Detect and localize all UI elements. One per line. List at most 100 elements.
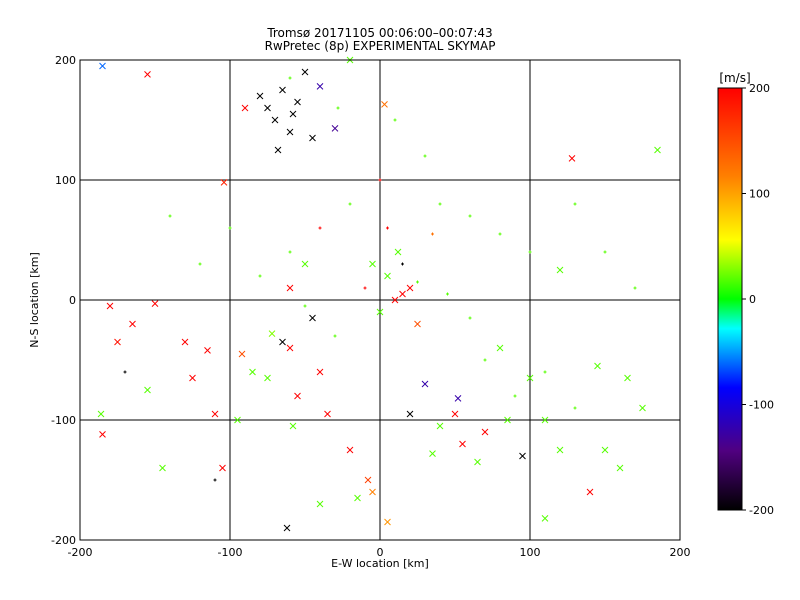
data-point-plus [333,334,337,338]
data-point-plus [288,250,292,254]
data-point-x [639,404,646,412]
data-point-plus [378,178,382,182]
data-point-x [594,362,601,370]
data-point-x [279,86,286,94]
y-axis-label: N-S location [km] [28,252,41,348]
data-point-x [99,431,106,438]
colorbar: [m/s] 200 100 0 -100 -200 [717,71,774,517]
data-point-plus [303,304,307,308]
data-point-plus [386,226,389,230]
y-tick-label: 200 [55,54,76,67]
data-point-x [97,410,105,418]
x-tick-label: -200 [68,546,93,559]
data-point-plus [401,262,404,266]
y-tick-label: 0 [69,294,76,307]
data-point-x [541,515,549,522]
colorbar-tick-label: -200 [749,504,774,517]
y-tick-labels: -200 -100 0 100 200 [51,54,76,547]
data-point-plus [288,76,292,80]
data-point-x [376,308,384,316]
data-point-x [436,422,444,430]
y-tick-label: 100 [55,174,76,187]
data-point-x [309,314,316,322]
data-point-x [219,464,226,472]
data-point-x [264,104,271,112]
data-point-plus [416,280,419,284]
data-point-x [556,266,564,274]
data-point-x [144,71,151,78]
colorbar-tick-label: -100 [749,399,774,412]
data-point-x [129,320,136,328]
data-point-plus [528,250,532,254]
data-point-x [274,146,282,154]
data-point-x [406,284,414,292]
data-point-x [144,386,151,394]
data-point-plus [573,406,577,410]
data-point-plus [513,394,517,398]
colorbar-tick-label: 100 [749,188,770,201]
data-point-plus [543,370,547,374]
data-point-plus [438,202,442,206]
data-point-x [283,524,291,532]
colorbar-label: [m/s] [719,71,750,85]
data-point-plus [468,316,472,320]
data-point-x [654,146,661,154]
data-point-x [114,338,121,346]
data-point-plus [468,214,472,218]
data-point-plus [213,478,217,482]
x-tick-label: 200 [670,546,691,559]
data-point-x [568,155,576,162]
data-point-x [399,290,406,298]
data-point-x [294,392,301,400]
colorbar-tick-label: 0 [749,293,756,306]
data-point-plus [258,274,262,278]
data-point-x [249,368,256,376]
data-point-x [624,374,631,382]
data-point-x [586,488,594,496]
data-point-x [256,92,264,100]
data-point-x [220,179,228,186]
data-point-x [189,374,196,382]
x-tick-labels: -200 -100 0 100 200 [68,546,691,559]
data-point-plus [336,106,340,110]
x-tick-label: -100 [218,546,243,559]
data-point-plus [573,202,577,206]
data-point-x [106,302,114,310]
data-point-x [459,440,466,448]
data-point-x [496,344,504,352]
y-tick-label: -200 [51,534,76,547]
data-point-x [286,284,294,292]
x-tick-label: 0 [377,546,384,559]
data-point-x [316,500,324,508]
data-point-x [474,458,481,466]
data-point-x [451,410,459,418]
x-tick-label: 100 [520,546,541,559]
data-point-x [181,338,189,346]
data-point-plus [363,286,367,290]
data-point-x [331,125,339,132]
data-point-x [384,272,391,280]
data-point-plus [348,202,352,206]
data-point-x [234,416,241,424]
data-point-x [391,296,399,304]
data-point-x [481,428,489,436]
data-point-plus [633,286,637,290]
plot-grid [79,59,681,541]
data-point-plus [228,226,232,230]
data-point-x [369,488,376,496]
data-point-x [286,128,294,136]
data-point-x [99,62,106,70]
data-point-x [301,68,309,76]
data-point-x [301,260,309,268]
y-tick-label: -100 [51,414,76,427]
colorbar-gradient [717,87,743,511]
data-point-plus [123,370,127,374]
data-point-x [414,320,421,328]
data-point-x [384,518,391,526]
data-point-plus [603,250,607,254]
data-point-x [454,395,462,402]
data-point-x [264,374,271,382]
data-point-x [354,494,361,502]
data-point-x [279,338,286,346]
data-point-x [519,452,526,460]
